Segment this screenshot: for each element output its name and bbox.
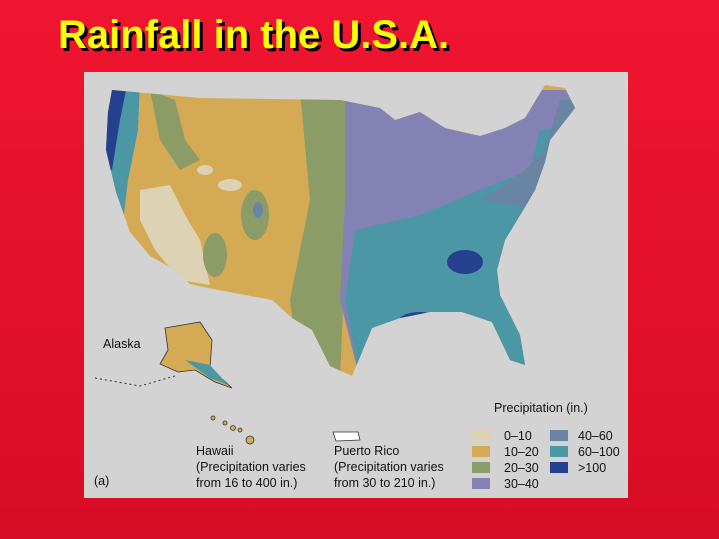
- legend-title: Precipitation (in.): [494, 401, 588, 415]
- slide-title: Rainfall in the U.S.A.: [58, 13, 449, 57]
- puerto-rico-note: from 30 to 210 in.): [334, 476, 435, 490]
- legend-label: 20–30: [504, 461, 539, 475]
- legend-label: 40–60: [578, 429, 613, 443]
- legend-swatch: [550, 430, 568, 441]
- legend-swatch: [550, 462, 568, 473]
- legend-swatch: [472, 478, 490, 489]
- legend-label: 0–10: [504, 429, 532, 443]
- legend-swatch: [550, 446, 568, 457]
- hawaii-note: from 16 to 400 in.): [196, 476, 297, 490]
- alaska-label: Alaska: [103, 337, 141, 351]
- hawaii-shape: [210, 415, 255, 445]
- legend-swatch: [472, 430, 490, 441]
- legend-label: 60–100: [578, 445, 620, 459]
- alaska-shape: [94, 321, 233, 389]
- legend-label: 30–40: [504, 477, 539, 491]
- legend-label: 10–20: [504, 445, 539, 459]
- legend-swatch: [472, 446, 490, 457]
- puerto-rico-label: Puerto Rico: [334, 444, 399, 458]
- hawaii-label: Hawaii: [196, 444, 234, 458]
- legend-label: >100: [578, 461, 606, 475]
- puerto-rico-shape: [332, 431, 361, 442]
- legend-swatch: [472, 462, 490, 473]
- puerto-rico-note: (Precipitation varies: [334, 460, 444, 474]
- panel-label: (a): [94, 474, 109, 488]
- hawaii-note: (Precipitation varies: [196, 460, 306, 474]
